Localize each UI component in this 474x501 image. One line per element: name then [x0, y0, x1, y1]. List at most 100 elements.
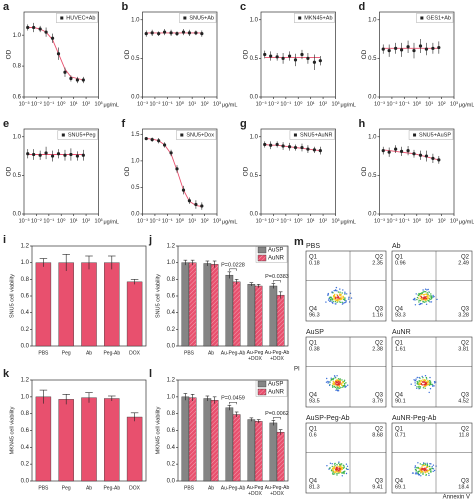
x-tick-label: 10³	[213, 101, 221, 107]
data-point	[38, 27, 42, 31]
event-dot	[415, 467, 418, 469]
plot-title: AuSP-Peg-Ab	[306, 415, 350, 422]
quadrant-label: Q2	[461, 341, 470, 347]
event-dot	[422, 377, 424, 379]
data-point	[81, 153, 85, 157]
significance-bracket	[229, 268, 237, 271]
y-tick-label: 0.0	[131, 212, 140, 218]
data-point	[312, 60, 317, 64]
fit-line	[264, 144, 321, 152]
quadrant-label: Q4	[309, 393, 318, 399]
quadrant-label: Q2	[461, 255, 470, 261]
event-dot	[421, 466, 423, 468]
event-dot	[425, 299, 427, 301]
quadrant-label: Q4	[395, 479, 404, 485]
event-dot	[427, 381, 429, 384]
x-tick-label: 10⁰	[413, 217, 422, 224]
event-dot	[424, 470, 426, 472]
event-dot	[430, 298, 432, 300]
event-dot	[339, 378, 341, 380]
event-dot	[332, 379, 334, 381]
event-dot	[419, 293, 421, 295]
data-point	[56, 52, 61, 56]
quadrant-value: 2.49	[458, 260, 469, 266]
quadrant-value: 0.6	[309, 432, 317, 438]
bar	[225, 407, 234, 482]
x-tick-label: 10⁻²	[149, 218, 160, 224]
event-dot	[426, 378, 428, 380]
data-point	[306, 56, 310, 60]
event-dot	[429, 468, 431, 471]
event-dot	[420, 471, 422, 474]
event-dot	[433, 385, 435, 387]
data-point	[287, 54, 292, 58]
event-dot	[420, 379, 422, 382]
event-dot	[422, 384, 424, 386]
event-dot	[335, 385, 337, 387]
event-dot	[419, 467, 421, 469]
event-dot	[414, 297, 416, 300]
event-dot	[419, 302, 422, 305]
y-axis-label: OD	[361, 166, 368, 176]
data-point	[406, 45, 410, 49]
y-tick-label: 1.0	[250, 134, 259, 140]
quadrant-label: Q1	[309, 427, 318, 433]
event-dot	[434, 382, 436, 384]
x-tick-label: 10⁻¹	[280, 218, 291, 224]
event-dot	[334, 465, 336, 467]
event-dot	[338, 301, 340, 303]
panel-label: c	[240, 1, 246, 13]
y-tick-label: 0.2	[167, 327, 176, 333]
x-tick-label: 10⁰	[57, 217, 66, 224]
event-dot	[336, 300, 339, 302]
event-dot	[332, 382, 334, 385]
y-tick-label: 1.0	[131, 17, 140, 23]
x-tick-label: 10¹	[425, 101, 433, 107]
data-point	[431, 156, 435, 160]
y-tick-label: 0.8	[167, 411, 176, 417]
quadrant-label: Q3	[461, 393, 470, 399]
event-dot	[327, 299, 330, 301]
legend-marker	[60, 16, 64, 20]
y-tick-label: 1.2	[21, 244, 30, 250]
panel-label: e	[3, 118, 9, 130]
legend-label: HUVEC+Ab	[66, 15, 95, 21]
data-point	[387, 49, 391, 53]
event-dot	[347, 468, 349, 471]
event-dot	[336, 467, 338, 470]
event-dot	[425, 296, 427, 298]
event-dot	[418, 383, 420, 385]
event-dot	[424, 467, 426, 469]
quadrant-value: 3.28	[458, 312, 469, 318]
plot-frame	[391, 422, 473, 494]
x-tick-label: 10¹	[307, 101, 315, 107]
bar	[210, 264, 219, 347]
y-tick-label: 1.5	[131, 132, 140, 138]
event-dot	[336, 294, 338, 296]
event-dot	[424, 387, 426, 389]
y-tick-label: 1.0	[368, 134, 377, 140]
event-dot	[425, 376, 428, 379]
event-dot	[342, 289, 344, 291]
y-tick-label: 0.6	[167, 294, 176, 300]
bar	[247, 419, 256, 482]
event-dot	[427, 379, 429, 382]
bar	[126, 281, 143, 347]
event-dot	[334, 296, 336, 298]
legend-marker	[420, 16, 424, 20]
event-dot	[421, 292, 424, 294]
event-dot	[335, 470, 338, 472]
data-point	[437, 158, 441, 162]
legend-label: GES1+Ab	[426, 15, 451, 21]
event-dot	[333, 470, 335, 472]
event-dot	[430, 295, 432, 297]
event-dot	[429, 301, 431, 303]
event-dot	[414, 467, 416, 469]
x-tick-label: Peg	[62, 485, 71, 491]
significance-bracket	[229, 402, 237, 405]
event-dot	[335, 389, 337, 391]
event-dot	[336, 296, 339, 298]
x-tick-label: 10⁰	[294, 100, 303, 107]
data-point	[169, 31, 173, 35]
data-point	[200, 204, 204, 208]
